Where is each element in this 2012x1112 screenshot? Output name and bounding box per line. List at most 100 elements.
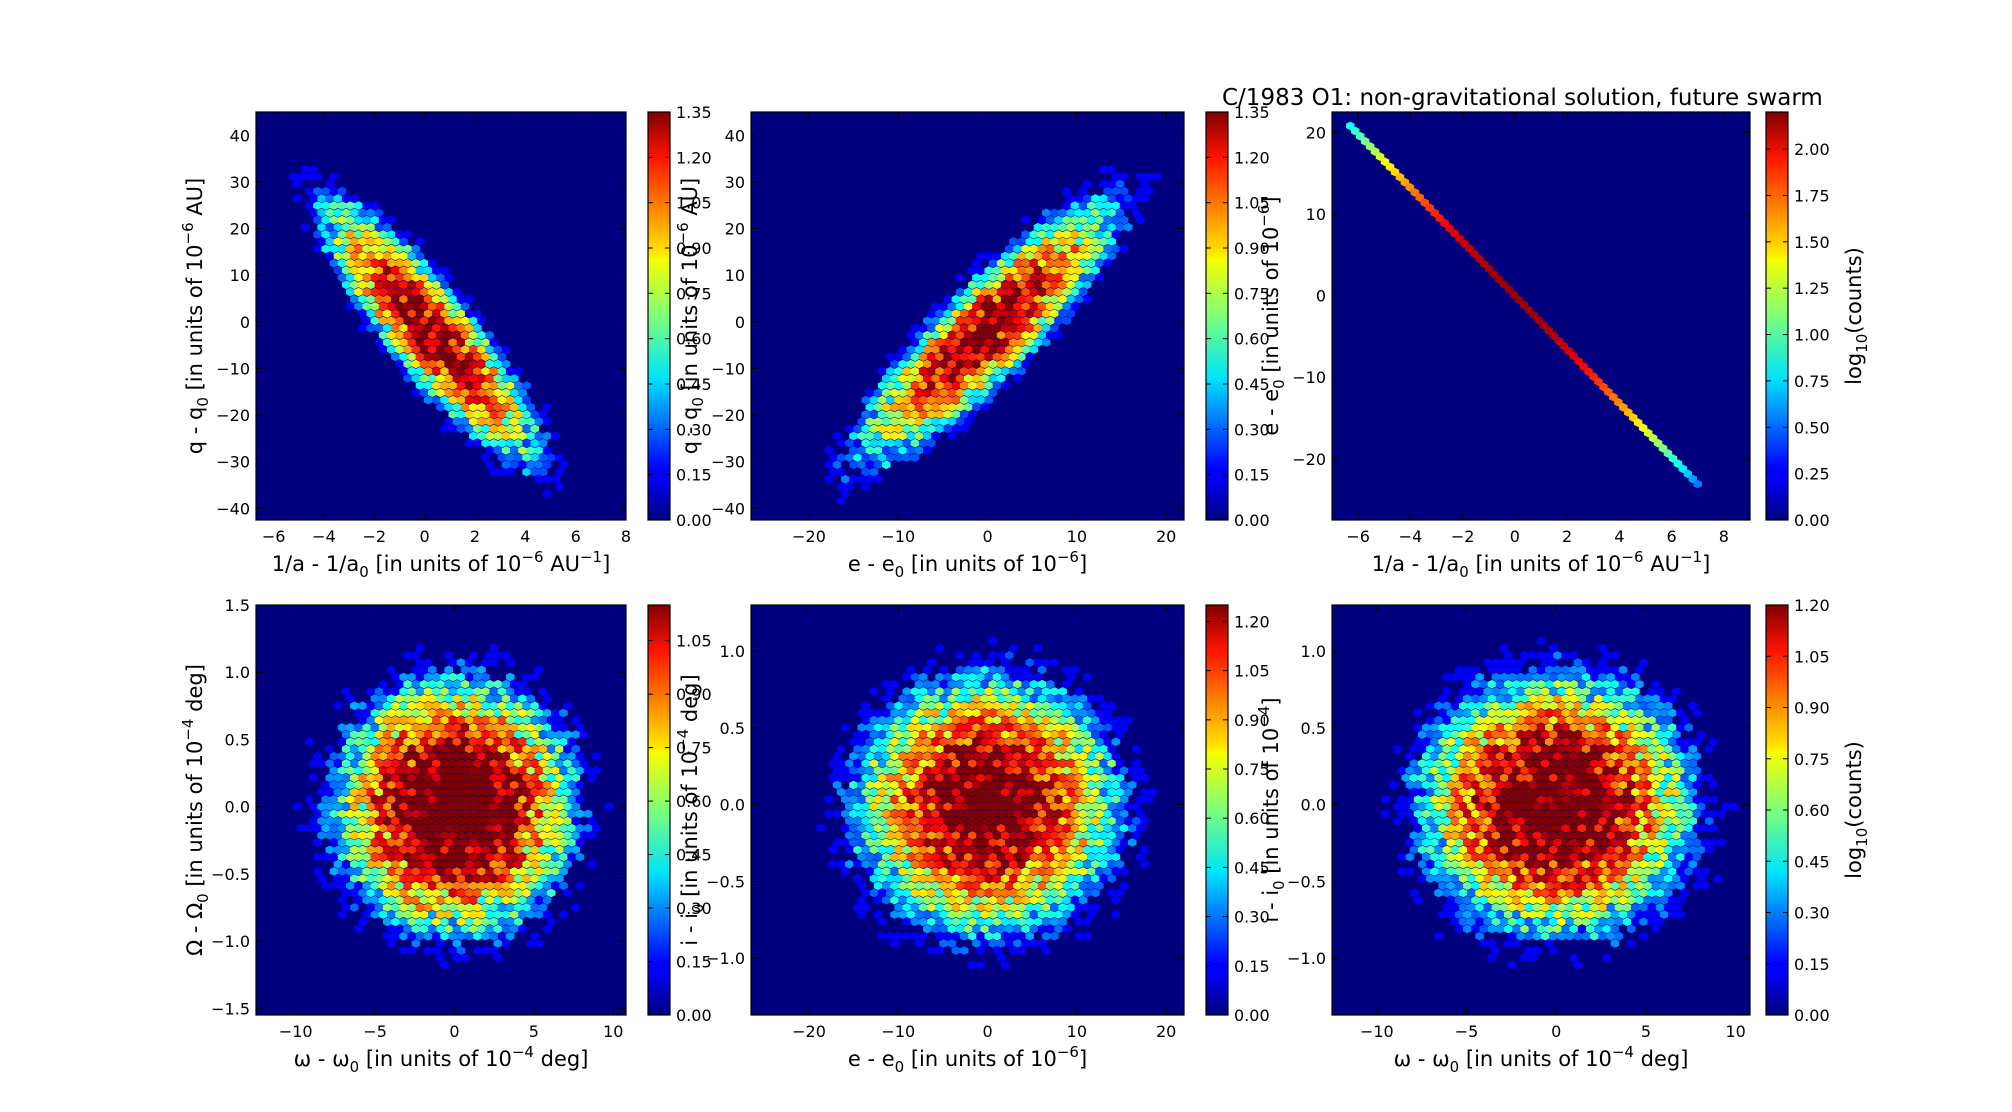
hex-cell — [841, 809, 850, 819]
hex-cell — [391, 294, 400, 304]
hex-cell — [329, 795, 339, 804]
hex-cell — [1606, 773, 1616, 783]
hex-cell — [1508, 658, 1517, 667]
hex-cell — [469, 402, 478, 412]
hex-cell — [341, 859, 351, 869]
hex-cell — [395, 737, 404, 747]
hex-cell — [1037, 939, 1047, 948]
hex-cell — [497, 759, 507, 768]
hex-cell — [546, 816, 556, 826]
hex-cell — [469, 723, 478, 732]
hex-cell — [469, 330, 478, 340]
hex-cell — [877, 366, 887, 376]
hex-cell — [1000, 845, 1010, 855]
hex-cell — [1389, 780, 1398, 790]
hex-cell — [321, 201, 330, 210]
hex-cell — [358, 222, 367, 232]
hex-cell — [996, 939, 1006, 948]
hex-cell — [1696, 874, 1706, 883]
hex-cell — [992, 831, 1002, 840]
hex-cell — [902, 687, 912, 696]
hex-cell — [1087, 244, 1096, 254]
hex-cell — [1395, 172, 1405, 182]
hex-cell — [964, 737, 973, 747]
hex-cell — [955, 679, 965, 689]
hex-cell — [910, 438, 920, 448]
hex-cell — [1700, 838, 1710, 847]
hex-cell — [1684, 723, 1693, 732]
hex-cell — [1586, 766, 1595, 775]
hex-cell — [1663, 759, 1673, 768]
hex-cell — [1618, 751, 1628, 761]
hex-cell — [992, 715, 1002, 725]
hex-cell — [391, 672, 400, 682]
hex-cell — [518, 823, 527, 833]
hex-cell — [1078, 809, 1088, 819]
hex-cell — [877, 845, 887, 855]
hex-cell — [1033, 309, 1043, 318]
hex-cell — [1594, 809, 1603, 819]
hex-cell — [366, 773, 376, 783]
hex-cell — [943, 845, 953, 855]
hex-cell — [1467, 687, 1476, 696]
hex-cell — [477, 431, 486, 441]
hex-cell — [341, 251, 351, 261]
hex-cell — [1454, 867, 1464, 876]
hex-cell — [951, 701, 961, 711]
hex-cell — [873, 474, 883, 484]
hex-cell — [395, 708, 404, 718]
hex-cell — [1680, 744, 1689, 754]
hex-cell — [1586, 867, 1595, 876]
hex-cell — [428, 258, 437, 268]
hex-cell — [432, 395, 441, 405]
hex-cell — [923, 766, 932, 775]
hex-cell — [1475, 672, 1484, 682]
hex-cell — [325, 237, 335, 246]
hex-cell — [1668, 766, 1677, 775]
hex-cell — [1516, 759, 1525, 768]
hex-cell — [464, 715, 474, 725]
hex-cell — [526, 431, 535, 441]
hex-cell — [1499, 744, 1509, 754]
hex-cell — [1631, 715, 1640, 725]
hex-cell — [448, 931, 458, 941]
hex-cell — [1565, 715, 1575, 725]
hex-cell — [1590, 874, 1599, 883]
hex-cell — [935, 715, 944, 725]
hex-cell — [1037, 708, 1047, 718]
hex-cell — [448, 410, 458, 419]
hex-cell — [1610, 881, 1620, 891]
hex-cell — [984, 658, 994, 667]
hex-cell — [923, 374, 932, 383]
hex-cell — [387, 895, 396, 905]
colorbar-label: log10(counts) — [1842, 247, 1871, 385]
hex-cell — [1078, 244, 1088, 254]
hex-cell — [972, 273, 981, 282]
hex-cell — [415, 280, 425, 290]
hex-cell — [1663, 874, 1673, 883]
hex-cell — [1577, 679, 1587, 689]
hex-cell — [984, 831, 994, 840]
hex-cell — [1054, 230, 1063, 239]
hex-cell — [1499, 859, 1509, 869]
hex-cell — [1467, 701, 1476, 711]
hex-cell — [378, 679, 388, 689]
hex-cell — [984, 816, 994, 826]
hex-cell — [1565, 816, 1575, 826]
hex-cell — [1074, 859, 1084, 869]
hex-cell — [857, 431, 866, 441]
colorbar-tick-label: 0.90 — [1234, 239, 1270, 258]
hex-cell — [877, 715, 887, 725]
hex-cell — [518, 751, 527, 761]
hex-cell — [959, 701, 969, 711]
hex-cell — [816, 823, 825, 833]
hex-cell — [432, 309, 441, 318]
hex-cell — [927, 366, 936, 376]
hex-cell — [1446, 737, 1456, 747]
hex-cell — [530, 715, 540, 725]
hex-cell — [1659, 694, 1669, 703]
hex-cell — [1058, 874, 1067, 883]
hex-cell — [1078, 895, 1088, 905]
hex-cell — [419, 694, 429, 703]
hex-cell — [485, 417, 494, 426]
